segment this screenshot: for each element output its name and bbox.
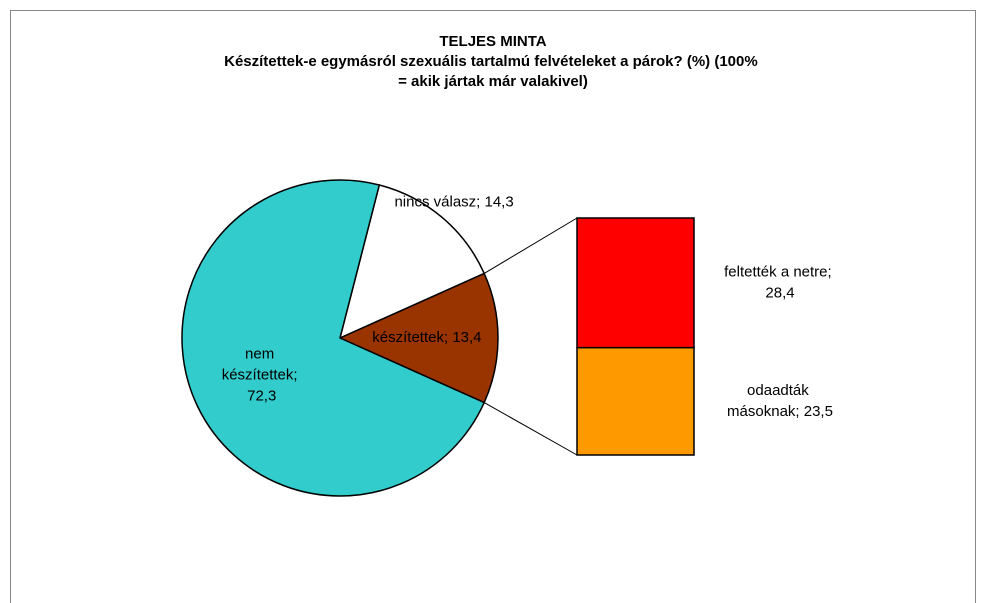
data-label: készítettek; 13,4 — [372, 329, 481, 346]
pie-slice — [338, 272, 499, 404]
connector-line — [483, 402, 578, 456]
chart-subtitle: Készítettek-e egymásról szexuális tartal… — [224, 53, 762, 90]
data-label: odaadták másoknak; 23,5 — [727, 382, 833, 420]
chart-title: TELJES MINTA — [439, 33, 546, 50]
pie-slice — [181, 179, 486, 497]
pie-slice — [338, 184, 486, 340]
bar-segment — [576, 217, 695, 349]
data-label: nincs válasz; 14,3 — [394, 194, 513, 211]
data-label: feltették a netre; 28,4 — [724, 263, 836, 301]
connector-line — [483, 217, 578, 274]
bar-segment — [576, 346, 695, 456]
data-label: nem készítettek; 72,3 — [222, 346, 302, 405]
